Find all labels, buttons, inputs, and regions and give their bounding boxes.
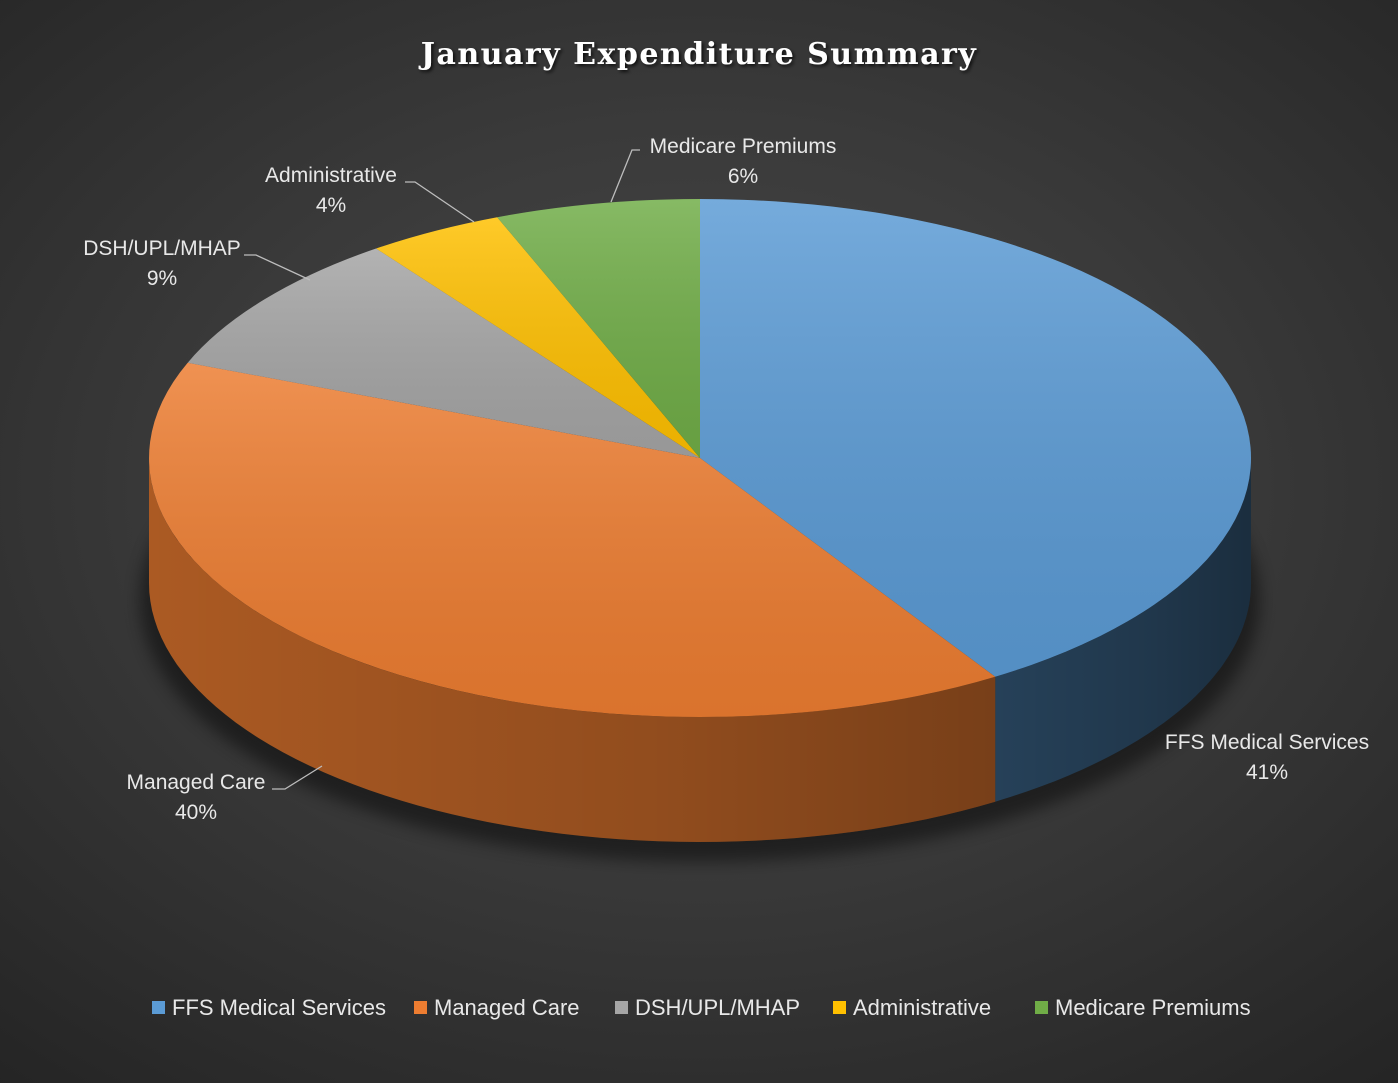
- data-label-name-managed-care: Managed Care: [127, 771, 266, 794]
- legend-label-medicare-premiums: Medicare Premiums: [1055, 995, 1251, 1020]
- legend-swatch-administrative: [833, 1001, 846, 1014]
- legend-label-ffs-medical-services: FFS Medical Services: [172, 995, 386, 1020]
- slice-highlight-medicare-premiums: [497, 199, 700, 458]
- pie-tops: [149, 198, 1252, 717]
- pie-sides: [149, 458, 1251, 842]
- side-shade-managed-care: [149, 458, 996, 842]
- data-label-value-managed-care: 40%: [175, 801, 217, 824]
- leader-line-dsh-upl-mhap: [244, 254, 311, 281]
- slice-highlight-managed-care: [149, 362, 996, 717]
- slice-highlight-administrative: [376, 217, 700, 458]
- data-label-name-medicare-premiums: Medicare Premiums: [650, 135, 837, 158]
- data-label-value-dsh-upl-mhap: 9%: [147, 267, 177, 290]
- legend-label-managed-care: Managed Care: [434, 995, 580, 1020]
- leader-line-medicare-premiums: [610, 149, 640, 203]
- data-label-name-ffs-medical-services: FFS Medical Services: [1165, 731, 1369, 754]
- data-label-value-medicare-premiums: 6%: [728, 165, 758, 188]
- legend-swatch-dsh-upl-mhap: [615, 1001, 628, 1014]
- slice-highlight-dsh-upl-mhap: [187, 248, 700, 458]
- leader-lines: [244, 149, 640, 790]
- data-label-value-ffs-medical-services: 41%: [1246, 761, 1288, 784]
- side-shade-ffs-medical-services: [995, 458, 1251, 802]
- data-label-name-dsh-upl-mhap: DSH/UPL/MHAP: [83, 237, 241, 260]
- legend-label-dsh-upl-mhap: DSH/UPL/MHAP: [635, 995, 800, 1020]
- slice-highlight-ffs-medical-services: [700, 198, 1252, 677]
- data-label-value-administrative: 4%: [316, 194, 346, 217]
- legend-swatch-managed-care: [414, 1001, 427, 1014]
- leader-line-managed-care: [272, 765, 323, 790]
- chart-title: January Expenditure Summary: [418, 37, 978, 72]
- legend: FFS Medical Services Managed Care DSH/UPL/…: [152, 995, 1251, 1020]
- legend-label-administrative: Administrative: [853, 995, 991, 1020]
- legend-swatch-ffs-medical-services: [152, 1001, 165, 1014]
- legend-swatch-medicare-premiums: [1035, 1001, 1048, 1014]
- data-label-name-administrative: Administrative: [265, 164, 397, 187]
- leader-line-administrative: [405, 181, 475, 223]
- data-labels: FFS Medical Services 41% Managed Care 40% DS…: [83, 135, 1369, 824]
